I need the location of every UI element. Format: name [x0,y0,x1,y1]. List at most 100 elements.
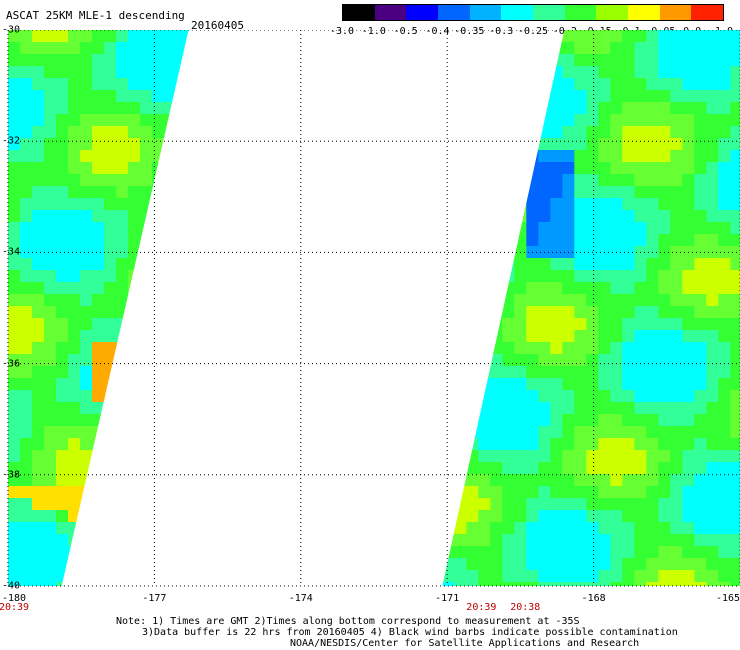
data-cell [550,210,563,223]
data-cell [32,30,45,43]
data-cell [646,150,659,163]
data-cell [562,510,575,523]
data-cell [670,570,683,583]
data-cell [116,114,129,127]
data-cell [20,546,33,559]
data-cell [574,330,587,343]
data-cell [68,510,81,523]
data-cell [718,282,731,295]
data-cell [188,462,189,475]
data-cell [164,222,177,235]
data-cell [646,234,659,247]
data-cell [116,378,129,391]
data-cell [670,42,683,55]
data-cell [454,258,467,271]
data-cell [92,438,105,451]
data-cell [502,162,515,175]
data-cell [562,522,575,535]
data-cell [164,78,177,91]
data-cell [80,450,93,463]
data-cell [68,246,81,259]
data-cell [550,126,563,139]
data-cell [68,306,81,319]
data-cell [56,378,69,391]
data-cell [514,282,527,295]
data-cell [622,558,635,571]
data-cell [478,294,491,307]
data-cell [20,162,33,175]
data-cell [44,186,57,199]
data-cell [32,234,45,247]
data-cell [586,498,599,511]
data-cell [694,198,707,211]
data-cell [478,174,491,187]
data-cell [670,366,683,379]
data-cell [538,66,551,79]
data-cell [140,54,153,67]
data-cell [562,378,575,391]
data-cell [20,186,33,199]
data-cell [610,378,623,391]
data-cell [670,102,683,115]
data-cell [164,174,177,187]
data-cell [706,546,719,559]
data-cell [730,234,740,247]
data-cell [44,30,57,43]
data-cell [610,234,623,247]
data-cell [574,78,587,91]
data-cell [610,318,623,331]
data-cell [598,546,611,559]
data-cell [56,174,69,187]
data-cell [514,222,527,235]
colorbar-segment [659,5,692,20]
data-cell [92,246,105,259]
data-cell [56,390,69,403]
data-cell [8,558,21,571]
data-cell [670,546,683,559]
data-cell [20,462,33,475]
data-cell [610,330,623,343]
data-cell [526,114,539,127]
data-cell [730,138,740,151]
data-cell [646,210,659,223]
data-cell [586,102,599,115]
data-cell [610,570,623,583]
data-cell [646,282,659,295]
data-cell [188,366,189,379]
data-cell [56,558,69,571]
data-cell [646,522,659,535]
data-cell [598,402,611,415]
data-cell [586,546,599,559]
data-cell [188,582,189,586]
data-cell [188,54,189,67]
data-cell [682,378,695,391]
data-cell [44,258,57,271]
data-cell [670,30,683,43]
data-cell [634,354,647,367]
data-cell [92,162,105,175]
data-cell [502,294,515,307]
data-cell [152,534,165,547]
data-cell [92,450,105,463]
data-cell [670,450,683,463]
data-cell [152,186,165,199]
data-cell [598,186,611,199]
data-cell [706,114,719,127]
data-cell [706,426,719,439]
data-cell [538,210,551,223]
data-cell [514,570,527,583]
data-cell [140,78,153,91]
data-cell [598,222,611,235]
data-cell [718,66,731,79]
data-cell [140,522,153,535]
data-cell [730,390,740,403]
data-cell [514,54,527,67]
data-cell [634,174,647,187]
note-line-2: 3)Data buffer is 22 hrs from 20160405 4)… [142,627,678,638]
data-cell [502,90,515,103]
data-cell [490,30,503,43]
data-cell [730,426,740,439]
data-cell [478,258,491,271]
data-cell [514,498,527,511]
data-cell [694,438,707,451]
